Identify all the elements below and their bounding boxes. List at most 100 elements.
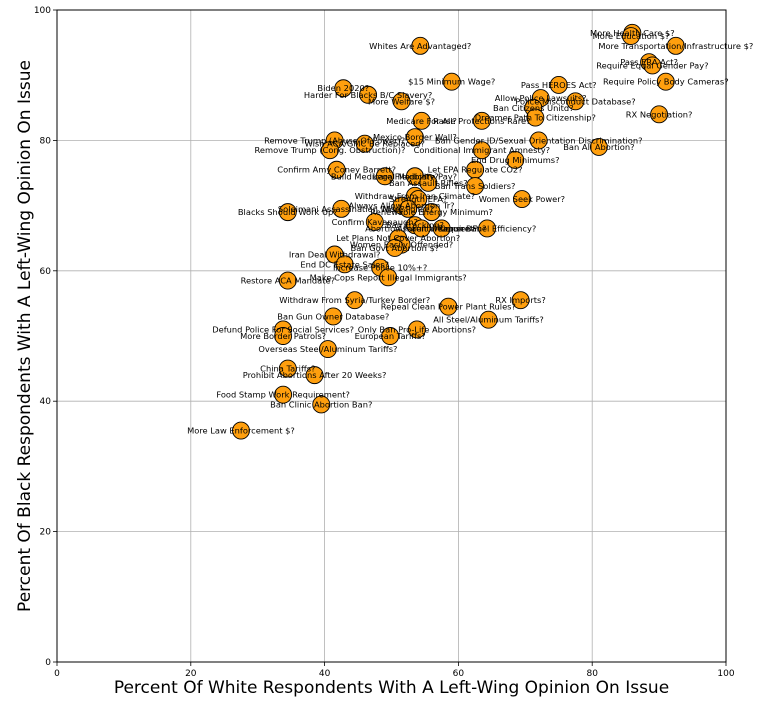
point-label: Ban Assault Rifles? — [389, 178, 468, 188]
point-label: Let Plans Not Cover Abortion? — [336, 233, 460, 243]
point-label: Police Misconduct Database? — [515, 96, 635, 106]
y-tick-label: 20 — [40, 528, 52, 538]
x-tick-label: 20 — [185, 669, 197, 679]
point-label: End Drug Minimums? — [471, 155, 560, 165]
point-label: Pass ERA Act? — [620, 57, 678, 67]
axis-ticks: 0 20 40 60 80 100 0 20 40 60 80 100 — [34, 6, 735, 679]
point-label: Only Ban Pro-Life Abortions? — [358, 324, 476, 334]
data-point — [359, 85, 378, 104]
point-label: Whites Are Advantaged? — [369, 41, 471, 51]
point-label: Ban Gender ID/Sexual Orientation Discrim… — [435, 135, 643, 145]
data-point — [479, 310, 498, 329]
data-point — [379, 268, 398, 287]
point-label: Always Allow Abortion Tr? — [348, 201, 454, 211]
point-label: Require Policy Body Cameras? — [603, 77, 729, 87]
data-point — [412, 111, 431, 130]
point-label: Food Stamp Work Requirement? — [216, 390, 350, 400]
data-point — [422, 203, 441, 222]
data-point — [318, 340, 337, 358]
data-point — [399, 199, 418, 218]
data-point — [650, 105, 669, 124]
data-point — [419, 173, 438, 192]
data-point — [666, 36, 685, 55]
point-label: End DC Estate Sales? — [300, 259, 389, 269]
point-label: Biden 2020? — [317, 83, 369, 93]
data-point — [274, 385, 293, 404]
point-label: RX Imports? — [495, 295, 545, 305]
plot-frame — [56, 9, 727, 663]
data-point — [511, 291, 530, 310]
data-point — [278, 271, 297, 290]
point-label: Overseas Steel/Aluminum Tariffs? — [258, 344, 397, 354]
point-label: Iran Deal Withdrawal? — [289, 250, 381, 260]
point-label: Soleimani Assassination Wise? — [278, 204, 405, 214]
point-label: Medicare For All? — [386, 116, 457, 126]
data-point — [385, 239, 404, 257]
point-label: Make Cops Report Illegal Immigrants? — [310, 272, 467, 282]
point-label: Women Seek Power? — [479, 194, 565, 204]
data-point — [392, 92, 411, 111]
data-point — [355, 134, 374, 153]
point-label: Ban Gun Owner Database? — [277, 311, 389, 321]
point-label: Dreamer Path To Citizenship? — [475, 113, 596, 123]
data-point — [442, 72, 461, 91]
point-label: Ban Trans Soldiers? — [435, 181, 516, 191]
data-point — [643, 56, 662, 75]
point-label: Allow Police Lawsuits? — [495, 93, 587, 103]
point-label: China Tariffs? — [260, 364, 315, 374]
data-point — [381, 327, 400, 345]
data-point — [327, 160, 346, 179]
x-tick-label: 60 — [453, 669, 465, 679]
data-point — [405, 128, 424, 147]
data-point — [365, 212, 384, 231]
point-label: Blacks Should Work Up? — [238, 207, 338, 217]
y-axis-label: Percent Of Black Respondents With A Left… — [15, 60, 35, 612]
data-point — [334, 79, 353, 98]
point-label: Ban Citizens Unitd? — [493, 103, 574, 113]
data-point — [321, 141, 339, 160]
point-label: Repeal Clean Power Plant Rules? — [381, 302, 516, 312]
data-point — [278, 203, 297, 222]
point-label: Ban Govt Abortion $? — [351, 243, 440, 253]
data-point — [466, 177, 485, 195]
point-label: European Tariffs? — [355, 331, 426, 341]
point-label: Assault Weapon Ban? — [397, 223, 486, 233]
point-label: More Border Patrols? — [240, 331, 326, 341]
data-point — [407, 320, 426, 339]
point-label: More Transportation/Infrastructure $? — [598, 41, 753, 51]
y-tick-label: 80 — [40, 136, 52, 146]
point-label: Strength EPA? — [389, 194, 447, 204]
point-label: Let EPA Regulate CO2? — [428, 165, 523, 175]
data-point — [335, 255, 354, 274]
data-point — [589, 137, 608, 156]
point-label: Restore ACA Mandate? — [241, 276, 335, 286]
point-label: Ban Fracking? — [386, 220, 444, 230]
data-point — [312, 395, 331, 414]
data-point — [305, 366, 324, 385]
data-point — [274, 327, 293, 345]
y-tick-label: 100 — [34, 6, 51, 16]
x-tick-label: 80 — [586, 669, 598, 679]
data-point — [432, 219, 451, 238]
point-label: Defund Police For Social Services? — [212, 324, 354, 334]
point-label: Mexico Border Wall? — [373, 132, 457, 142]
y-tick-label: 40 — [40, 397, 52, 407]
point-label: Remove Trump (Abuse Of Power)? — [264, 135, 405, 145]
point-label: Harder For Blacks B/C Slavery? — [304, 90, 432, 100]
x-tick-label: 100 — [717, 669, 734, 679]
x-axis-label: Percent Of White Respondents With A Left… — [114, 678, 669, 698]
point-label: More Health Care $? — [590, 28, 675, 38]
point-label: RX Negotiation? — [626, 109, 693, 119]
point-label: Prohibit Abortions After 20 Weeks? — [243, 370, 387, 380]
x-tick-label: 0 — [54, 669, 60, 679]
data-point — [529, 131, 548, 150]
point-label: Ban All Abortion? — [563, 142, 634, 152]
data-point — [345, 291, 364, 310]
data-point — [526, 108, 545, 127]
point-label: Remove Trump (Cong. Obstruction)? — [255, 145, 406, 155]
point-label: More Law Enforcement $? — [187, 426, 295, 436]
point-label: More Education $? — [593, 31, 670, 41]
data-point — [375, 167, 394, 186]
data-point — [412, 219, 431, 238]
